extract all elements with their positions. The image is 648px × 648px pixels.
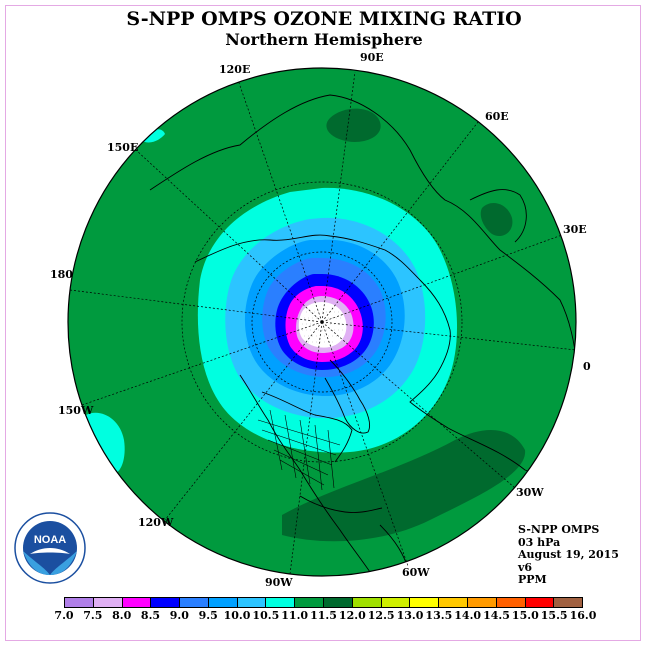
colorbar-segment [122, 598, 152, 607]
noaa-gull-icon [30, 548, 70, 554]
colorbar-segment [439, 598, 468, 607]
info-level: 03 hPa [518, 535, 561, 549]
colorbar-tick-label: 8.5 [140, 609, 161, 622]
info-instrument: S-NPP OMPS [518, 523, 600, 536]
map-subtitle: Northern Hemisphere [225, 30, 423, 49]
coast-siberia [194, 234, 421, 281]
figure-frame [5, 5, 641, 641]
colorbar-segment [381, 598, 411, 607]
dark-patch-africa [480, 203, 513, 237]
info-date: August 19, 2015 [518, 548, 619, 561]
colorbar-segment [352, 598, 382, 607]
coast-north-america [239, 374, 373, 576]
colorbar-tick-label: 14.0 [454, 609, 482, 622]
colorbar-tick-label: 14.5 [483, 609, 510, 622]
colorbar-tick-label: 13.5 [425, 609, 453, 622]
dark-patch-atlantic [282, 429, 526, 542]
colorbar-tick-label: 10.0 [223, 609, 251, 622]
coast-greenland [324, 359, 371, 434]
lon-label-150w: 150W [58, 404, 94, 417]
lon-label-150e: 150E [107, 141, 138, 154]
state-boundaries [257, 409, 341, 491]
colorbar [64, 597, 583, 608]
colorbar-ticks: 7.0 7.5 8.0 8.5 9.0 9.5 10.0 10.5 11.0 11.5 12.0 12… [0, 609, 648, 625]
colorbar-tick-label: 9.5 [198, 609, 218, 622]
colorbar-segment [93, 598, 123, 607]
colorbar-tick-label: 16.0 [569, 609, 597, 622]
lon-label-90e: 90E [360, 51, 384, 64]
map-title: S-NPP OMPS OZONE MIXING RATIO [126, 8, 522, 30]
colorbar-segment [65, 598, 94, 607]
lon-label-30w: 30W [516, 486, 544, 499]
dark-patch-tibet [326, 108, 381, 142]
colorbar-tick-label: 13.0 [396, 609, 424, 622]
graticule [69, 71, 577, 575]
colorbar-tick-label: 12.0 [338, 609, 366, 622]
colorbar-segment [151, 598, 181, 607]
colorbar-segment [324, 598, 353, 607]
lon-label-60w: 60W [402, 566, 430, 579]
lon-label-0: 0 [583, 360, 591, 373]
lon-label-180: 180 [50, 268, 73, 281]
colorbar-segment [208, 598, 238, 607]
colorbar-segment [266, 598, 296, 607]
colorbar-segment [410, 598, 440, 607]
colorbar-tick-label: 15.5 [540, 609, 568, 622]
noaa-logo: NOAA [14, 512, 86, 584]
center-cap [298, 302, 347, 348]
center-stipple [302, 311, 346, 343]
coast-eurasia [149, 94, 576, 363]
lon-label-30e: 30E [563, 223, 587, 236]
lon-label-90w: 90W [265, 576, 293, 589]
colorbar-tick-label: 15.0 [511, 609, 539, 622]
globe-outline [67, 67, 577, 577]
lon-label-60e: 60E [485, 110, 509, 123]
colorbar-segment [554, 598, 583, 607]
lon-label-120e: 120E [219, 63, 250, 76]
colorbar-segment [525, 598, 555, 607]
colorbar-segment [467, 598, 497, 607]
colorbar-tick-label: 7.5 [83, 609, 103, 622]
colorbar-segment [237, 598, 267, 607]
colorbar-tick-label: 10.5 [252, 609, 280, 622]
product-info: S-NPP OMPS 03 hPa August 19, 2015 v6 PPM [518, 523, 619, 587]
info-units: PPM [518, 573, 547, 586]
colorbar-tick-label: 11.0 [281, 609, 309, 622]
longitude-labels: 90E 60E 30E 0 30W 60W 90W 120W 150W 180 … [50, 51, 591, 589]
coastlines [149, 94, 576, 576]
colorbar-segment [295, 598, 325, 607]
coast-canada [261, 391, 353, 463]
colorbar-tick-label: 8.0 [112, 609, 132, 622]
coast-europe [409, 279, 451, 429]
lon-label-120w: 120W [138, 516, 174, 529]
colorbar-segment [180, 598, 209, 607]
colorbar-segment [496, 598, 526, 607]
colorbar-tick-label: 7.0 [54, 609, 74, 622]
info-version: v6 [518, 560, 533, 574]
colorbar-tick-label: 12.5 [367, 609, 395, 622]
colorbar-tick-label: 9.0 [169, 609, 189, 622]
colorbar-tick-label: 11.5 [310, 609, 337, 622]
coast-caribbean [299, 495, 383, 513]
noaa-logo-text: NOAA [34, 534, 66, 546]
